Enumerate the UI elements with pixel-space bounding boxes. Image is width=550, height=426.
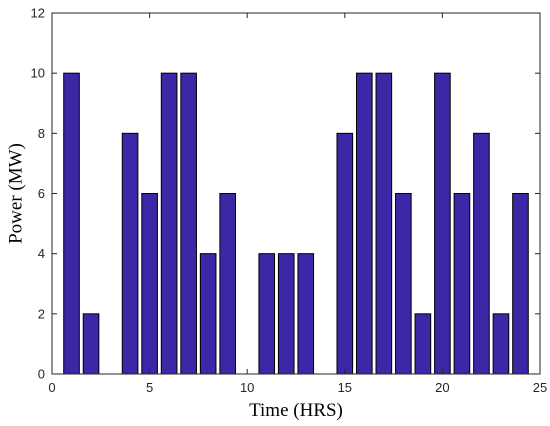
x-tick-label: 25 <box>533 380 547 395</box>
bar-hour-8 <box>199 253 217 375</box>
bar-hour-15 <box>336 132 354 375</box>
bar-hour-16 <box>356 72 373 375</box>
ticks-group: 0 5 10 15 20 25 0 2 4 6 8 10 12 <box>31 6 548 396</box>
bar-hour-17 <box>375 72 393 375</box>
bar-hour-20 <box>434 72 451 375</box>
y-tick-label: 4 <box>38 246 45 261</box>
x-tick-label: 20 <box>435 380 449 395</box>
bar-hour-13 <box>297 253 315 375</box>
x-axis-label: Time (HRS) <box>249 400 343 421</box>
bar-hour-9 <box>219 193 236 375</box>
y-tick-label: 2 <box>38 306 45 321</box>
x-tick-label: 10 <box>240 380 254 395</box>
plot-area-frame <box>51 12 541 375</box>
x-tick-label: 5 <box>146 380 153 395</box>
y-tick-label: 12 <box>31 6 45 21</box>
bars-group <box>63 72 529 375</box>
bar-hour-2 <box>82 313 100 375</box>
y-axis-label: Power (MW) <box>5 143 26 244</box>
bar-hour-4 <box>121 132 139 375</box>
y-tick-label: 10 <box>31 66 45 81</box>
x-tick-label: 0 <box>48 380 55 395</box>
y-tick-label: 0 <box>38 367 45 382</box>
bar-hour-19 <box>414 313 432 375</box>
bar-hour-22 <box>473 132 490 375</box>
bar-hour-12 <box>277 253 295 375</box>
y-tick-label: 8 <box>38 126 45 141</box>
bar-hour-1 <box>63 72 80 375</box>
bar-hour-6 <box>160 72 178 375</box>
bar-hour-21 <box>453 193 471 375</box>
bar-hour-23 <box>492 313 510 375</box>
y-tick-label: 6 <box>38 186 45 201</box>
bar-hour-18 <box>395 193 412 375</box>
x-tick-label: 15 <box>338 380 352 395</box>
bar-hour-24 <box>512 193 529 375</box>
bar-hour-11 <box>258 253 276 375</box>
bar-hour-7 <box>180 72 197 375</box>
bar-hour-5 <box>141 193 158 375</box>
